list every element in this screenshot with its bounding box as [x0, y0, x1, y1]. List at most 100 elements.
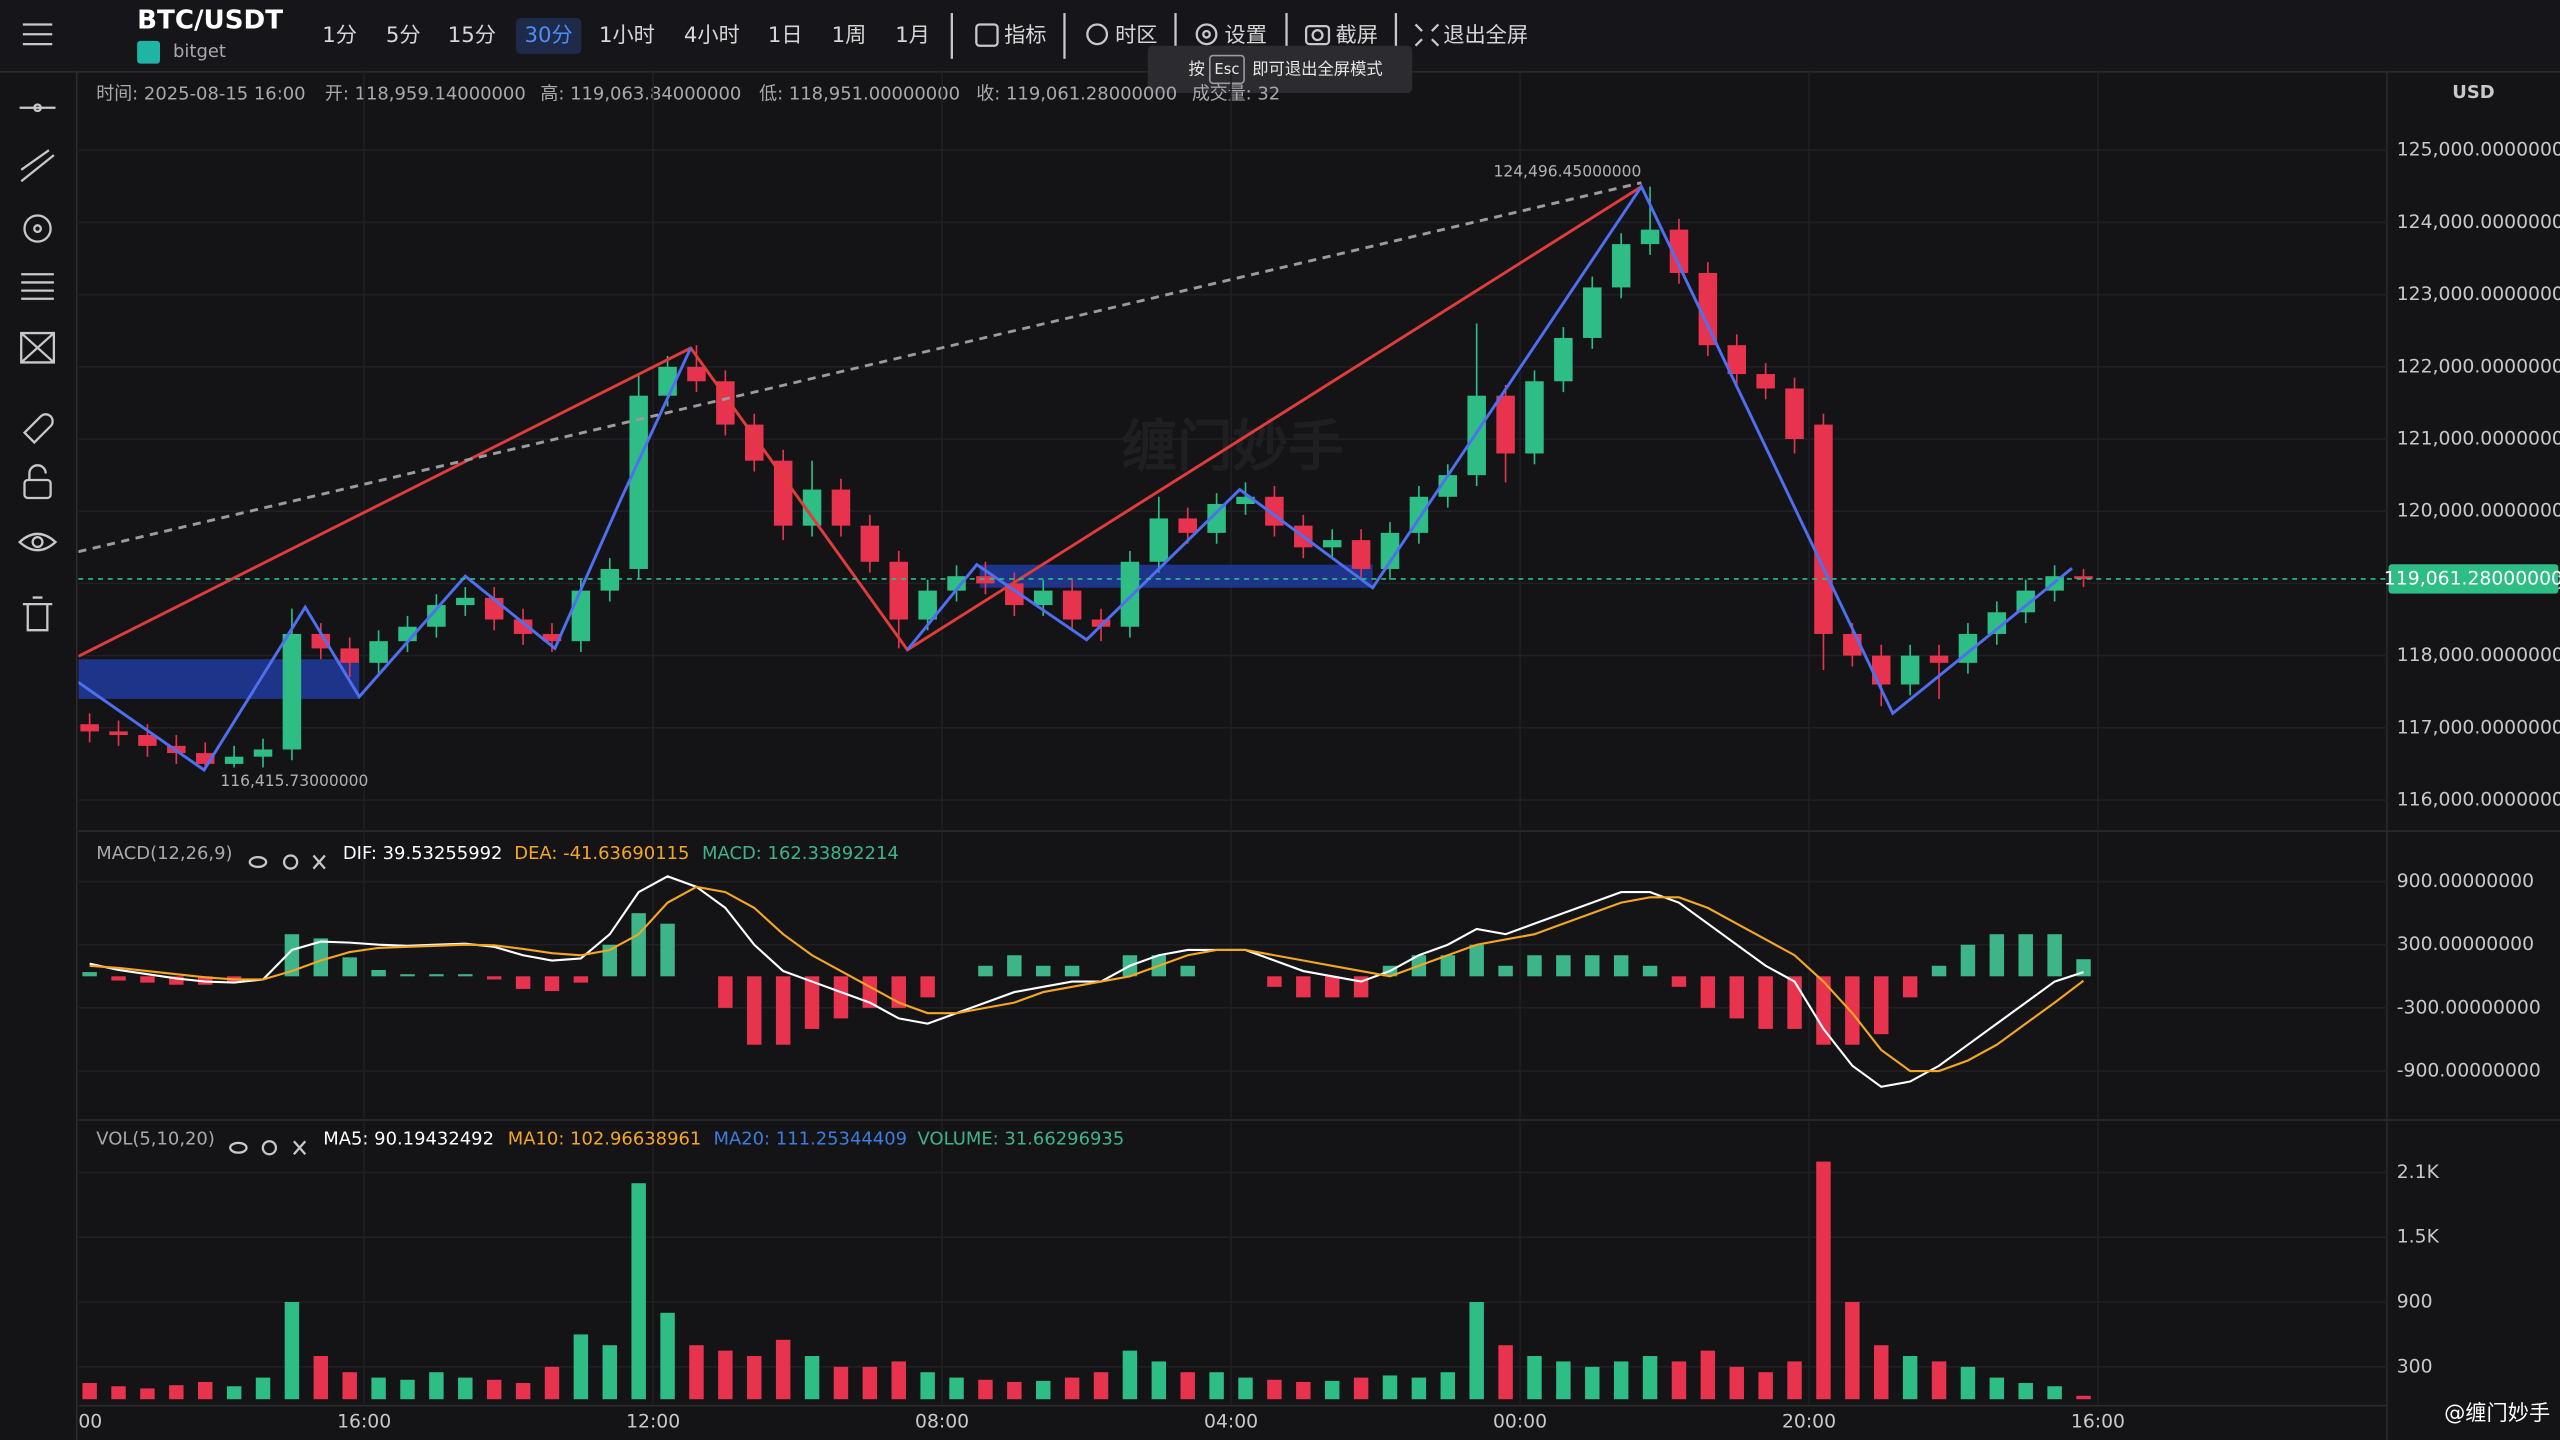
macd-bar [1267, 976, 1282, 987]
macd-bar [1527, 955, 1542, 977]
interval[interactable]: 15分 [448, 23, 496, 48]
volume-bar [1440, 1372, 1456, 1400]
macd-bar [747, 976, 762, 1045]
volume-bar [544, 1366, 560, 1400]
tool-button[interactable]: 设置 [1224, 23, 1266, 48]
indicator-title: MACD(12,26,9) [96, 843, 232, 864]
macd-bar [486, 976, 502, 980]
macd-bar [1816, 976, 1831, 1045]
volume-bar [689, 1345, 704, 1400]
exchange: bitget [173, 41, 226, 62]
macd-bar [718, 976, 733, 1008]
interval[interactable]: 5分 [386, 23, 421, 48]
macd-bar [1700, 976, 1716, 1008]
candle-body [629, 395, 648, 569]
macd-bar [1296, 976, 1311, 998]
candle-body [860, 525, 880, 562]
volume-bar [1700, 1350, 1716, 1400]
macd-bar [1989, 934, 2005, 977]
interval[interactable]: 1月 [895, 23, 930, 48]
volume-bar [573, 1334, 589, 1400]
volume-bar [1353, 1377, 1369, 1400]
volume-bar [1671, 1361, 1687, 1400]
volume-bar [226, 1386, 242, 1400]
candle-body [109, 731, 128, 736]
candle-body [1640, 229, 1660, 245]
candle-body [2016, 590, 2035, 613]
macd-bar [833, 976, 849, 1019]
volume-bar [1122, 1350, 1138, 1400]
symbol[interactable]: BTC/USDT [137, 6, 283, 36]
indicator-controls[interactable] [229, 854, 326, 1156]
volume-bar [775, 1339, 791, 1400]
volume-bar [515, 1383, 531, 1400]
drawing-tools[interactable] [17, 103, 58, 632]
interval[interactable]: 4小时 [684, 23, 740, 48]
candle-body [1351, 540, 1371, 569]
volume-bar [1845, 1302, 1860, 1400]
volume-bar [1469, 1302, 1484, 1400]
macd-bar [1324, 976, 1340, 998]
macd-bar [1642, 965, 1658, 977]
ohlc-info: 高: 119,063.84000000 [540, 84, 741, 105]
candle-body [1929, 655, 1949, 663]
interval[interactable]: 30分 [524, 23, 572, 48]
volume-bar [718, 1350, 733, 1400]
interval[interactable]: 1分 [322, 23, 357, 48]
x-tick-label: 12:00 [626, 1412, 680, 1433]
price-annotation: 124,496.45000000 [1493, 162, 1641, 180]
interval[interactable]: 1周 [832, 23, 867, 48]
x-tick-label: 08:00 [915, 1412, 969, 1433]
macd-bar [544, 976, 560, 992]
tool-button[interactable]: 指标 [1004, 23, 1046, 48]
macd-bar [111, 976, 126, 981]
tool-button[interactable]: 时区 [1115, 23, 1157, 48]
volume-bar [1902, 1356, 1918, 1400]
macd-bar [1064, 965, 1080, 977]
volume-bar [2076, 1395, 2091, 1400]
y-tick-label: 120,000.00000000 [2397, 501, 2560, 522]
macd-bar [978, 965, 993, 977]
volume-bar [429, 1372, 444, 1400]
interval[interactable]: 1日 [768, 23, 803, 48]
indicator-title: VOL(5,10,20) [96, 1129, 215, 1150]
candle-body [80, 724, 99, 732]
volume-bar [1180, 1372, 1195, 1400]
volume-bar [1642, 1356, 1658, 1400]
y-tick-label: 900 [2397, 1292, 2433, 1313]
tool-button[interactable]: 截屏 [1336, 23, 1378, 48]
tooltip-text: 即可退出全屏模式 [1252, 60, 1383, 79]
candle-body [138, 735, 157, 746]
volume-bar [891, 1361, 906, 1400]
candle-body [1149, 518, 1169, 562]
volume-bar [1007, 1381, 1022, 1400]
currency: USD [2452, 82, 2494, 103]
candle-body [1871, 655, 1891, 685]
volume-bar [198, 1381, 213, 1400]
macd-bar [775, 976, 791, 1045]
interval[interactable]: 1小时 [599, 23, 655, 48]
candle-body [918, 590, 937, 620]
macd-bar [2047, 934, 2062, 977]
macd-bar [1585, 955, 1600, 977]
candle-body [773, 460, 793, 526]
candle-body [1062, 590, 1082, 620]
legend-entry: DIF: 39.53255992 [343, 843, 503, 864]
macd-bar [1469, 944, 1484, 977]
tool-button[interactable]: 退出全屏 [1443, 23, 1528, 48]
volume-bar [1498, 1345, 1513, 1400]
macd-bar [1787, 976, 1802, 1029]
legend-entry: MACD: 162.33892214 [702, 843, 899, 864]
candle-body [1120, 561, 1140, 627]
macd-bar [920, 976, 935, 998]
volume-bar [660, 1312, 675, 1400]
y-tick-label: -900.00000000 [2397, 1061, 2541, 1082]
volume-bar [1411, 1377, 1427, 1400]
zone-box [979, 564, 1373, 588]
macd-bar [602, 944, 618, 977]
volume-bar [1093, 1372, 1109, 1400]
menu-icon[interactable] [22, 23, 53, 46]
volume-bar [1758, 1372, 1773, 1400]
volume-bar [1556, 1361, 1571, 1400]
